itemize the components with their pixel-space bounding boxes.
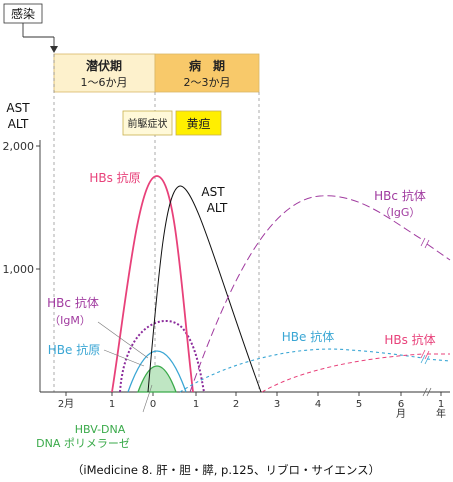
x-unit-month: 月 — [396, 408, 406, 420]
y-axis-label-alt: ALT — [8, 117, 29, 131]
period-incubation-name: 潜伏期 — [86, 58, 122, 73]
hbe-antibody-break-mark-1 — [420, 354, 426, 364]
period-disease-name: 病 期 — [189, 58, 225, 73]
label-hbe-antibody: HBe 抗体 — [282, 329, 334, 344]
period-guide-lines — [53, 54, 260, 392]
series-hbe-antibody-line — [179, 348, 424, 393]
infection-label: 感染 — [11, 6, 35, 21]
source-caption: （iMedicine 8. 肝・胆・膵, p.125、リブロ・サイエンス） — [72, 463, 380, 477]
series-hbc-igg-line — [189, 195, 424, 393]
label-hbc-igg-line2: （IgG） — [380, 206, 421, 219]
series-hbe-antibody-line-tail — [426, 358, 451, 362]
period-incubation-duration: 1～6か月 — [81, 76, 128, 89]
hbc-igg-break-mark-2 — [424, 239, 430, 249]
label-hbs-antigen: HBs 抗原 — [89, 170, 140, 185]
label-leader-lines — [97, 321, 153, 413]
y-tick-label: 1,000 — [3, 263, 35, 276]
series-hbs-antibody-line — [261, 353, 424, 393]
label-hbs-antibody: HBs 抗体 — [384, 332, 435, 347]
leader-line-hbe-antigen — [103, 349, 145, 367]
series-hbe-antigen-line — [127, 350, 187, 393]
x-tick-label: 2 — [233, 399, 239, 410]
series-hbs-antigen-line — [111, 175, 194, 393]
x-unit-year: 年 — [436, 407, 446, 420]
x-tick-label: 1 — [193, 399, 199, 410]
x-tick-label: 5 — [356, 399, 362, 410]
period-disease-duration: 2～3か月 — [184, 76, 231, 89]
infection-arrow-head — [50, 46, 58, 53]
x-tick-label: 3 — [274, 399, 280, 410]
series-ast-alt-line — [147, 185, 262, 393]
label-hbc-igm-line2: （IgM） — [49, 314, 91, 327]
x-tick-label: 2月 — [58, 398, 74, 410]
label-ast: AST — [201, 185, 225, 199]
hbe-antibody-break-mark — [420, 354, 430, 365]
axis-break-marks — [422, 387, 432, 397]
hbs-antibody-break-mark-1 — [420, 349, 426, 359]
y-tick-label: 2,000 — [3, 140, 35, 153]
leader-line-hbv-dna — [142, 384, 153, 413]
label-hbc-igm-line1: HBc 抗体 — [47, 295, 99, 310]
x-tick-label: 4 — [315, 399, 321, 410]
label-hbv-dna-line1: HBV-DNA — [75, 423, 126, 436]
x-tick-label: 1 — [109, 399, 115, 410]
series-hbc-igg-line-tail — [426, 243, 451, 261]
label-hbe-antigen: HBe 抗原 — [48, 342, 100, 357]
y-axis-label-ast: AST — [6, 101, 30, 115]
label-hbc-igg-line1: HBc 抗体 — [374, 188, 426, 203]
hbc-igg-break-mark-1 — [420, 237, 426, 247]
x-tick-label: 6 — [398, 399, 404, 410]
x-tick-label: 0 — [150, 399, 156, 410]
label-hbv-dna-line2: DNA ポリメラーゼ — [36, 437, 130, 450]
hbs-antibody-break-mark — [420, 349, 430, 360]
badge-prodrome-label: 前駆症状 — [128, 117, 168, 130]
axis-break-x-1 — [422, 387, 428, 397]
leader-line-hbc-igm — [97, 321, 149, 359]
period-incubation-box — [53, 53, 156, 93]
period-disease-box — [154, 53, 260, 93]
badge-jaundice-box — [175, 110, 222, 136]
label-alt: ALT — [207, 201, 228, 215]
hbe-antibody-break-mark-2 — [424, 355, 430, 365]
hbs-antibody-break-mark-2 — [424, 350, 430, 360]
x-tick-label: 1 — [438, 399, 444, 410]
badge-jaundice-label: 黄疸 — [186, 116, 210, 131]
badge-prodrome-box — [122, 110, 173, 136]
axis-break-x-2 — [426, 387, 432, 397]
series-hbv-dna-area — [137, 365, 177, 393]
hbc-igg-break-mark — [420, 237, 430, 249]
